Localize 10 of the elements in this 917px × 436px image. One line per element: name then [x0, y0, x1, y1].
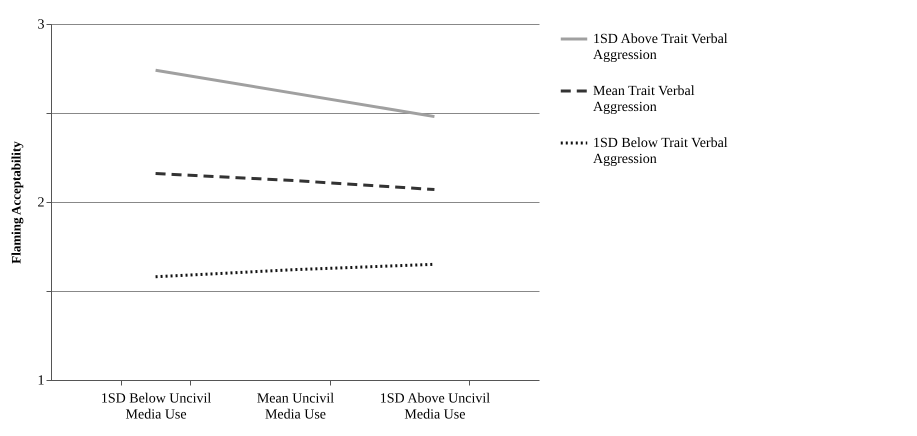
y-tick-label: 2 — [38, 196, 44, 210]
x-tick-label: 1SD Below Uncivil Media Use — [100, 392, 212, 422]
y-axis-title: Flaming Acceptability — [8, 140, 24, 264]
x-tick-label: 1SD Above Uncivil Media Use — [380, 392, 490, 422]
x-tick-label: Mean Uncivil Media Use — [256, 392, 334, 422]
legend-label: 1SD Above Trait Verbal Aggression — [593, 32, 728, 63]
y-tick-label: 3 — [38, 18, 44, 32]
y-tick-label: 1 — [38, 374, 44, 388]
legend-label: 1SD Below Trait Verbal Aggression — [593, 136, 728, 167]
legend-label: Mean Trait Verbal Aggression — [593, 84, 695, 115]
